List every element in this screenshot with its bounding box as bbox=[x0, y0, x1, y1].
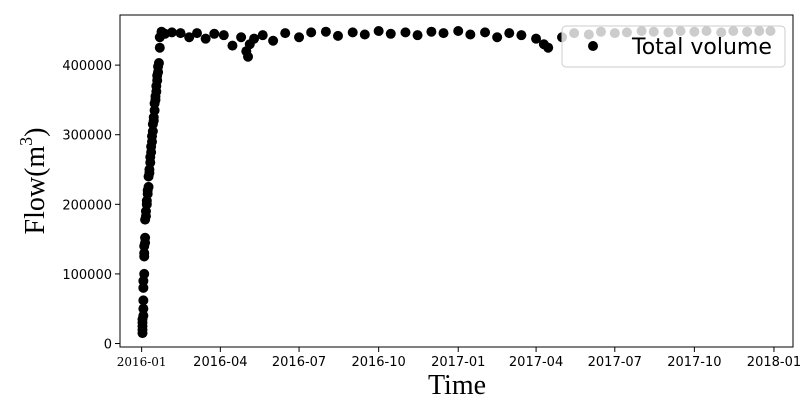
legend-marker bbox=[588, 41, 598, 51]
data-point bbox=[332, 30, 343, 41]
data-point bbox=[147, 126, 158, 137]
x-axis-title: Time bbox=[428, 370, 486, 400]
y-axis-title-close: ) bbox=[20, 127, 51, 136]
legend: Total volume bbox=[561, 25, 786, 68]
data-point bbox=[138, 282, 149, 293]
x-tick-label: 2017-01 bbox=[431, 355, 485, 370]
data-point bbox=[400, 27, 411, 38]
x-tick-label: 2017-04 bbox=[509, 355, 563, 370]
data-point bbox=[154, 42, 165, 53]
data-point bbox=[516, 30, 527, 41]
data-point bbox=[243, 51, 254, 62]
legend-box bbox=[561, 25, 786, 68]
x-tick-label: 2017-07 bbox=[588, 355, 642, 370]
data-point bbox=[218, 30, 229, 41]
data-point bbox=[138, 303, 149, 314]
data-point bbox=[209, 28, 220, 39]
y-tick-label: 300000 bbox=[62, 129, 112, 144]
data-point bbox=[359, 29, 370, 40]
data-point bbox=[143, 181, 154, 192]
data-point bbox=[412, 30, 423, 41]
data-point bbox=[306, 27, 317, 38]
data-point bbox=[385, 28, 396, 39]
data-point bbox=[249, 33, 260, 44]
data-point bbox=[200, 33, 211, 44]
data-point bbox=[426, 26, 437, 37]
data-point bbox=[175, 28, 186, 39]
data-point bbox=[320, 26, 331, 37]
x-axis-ticks: 2016-01 2016-04 2016-07 2016-10 2017-01 2017-… bbox=[117, 347, 800, 370]
legend-label: Total volume bbox=[631, 35, 772, 60]
data-point bbox=[153, 58, 164, 69]
y-tick-label: 400000 bbox=[62, 59, 112, 74]
y-tick-label: 0 bbox=[104, 338, 112, 353]
data-point bbox=[453, 26, 464, 37]
data-point bbox=[257, 30, 268, 41]
data-point bbox=[227, 40, 238, 51]
data-point bbox=[280, 28, 291, 39]
x-tick-label: 2017-10 bbox=[667, 355, 721, 370]
data-point bbox=[236, 32, 247, 43]
x-tick-label: 2016-04 bbox=[193, 355, 247, 370]
data-point bbox=[184, 32, 195, 43]
data-point bbox=[191, 28, 202, 39]
data-point bbox=[149, 105, 160, 116]
y-axis-title: Flow(m3) bbox=[16, 127, 51, 234]
x-tick-label: 2016-01 bbox=[117, 355, 167, 369]
data-point bbox=[140, 232, 151, 243]
data-point bbox=[268, 35, 279, 46]
y-axis-title-superscript: 3 bbox=[16, 137, 36, 146]
y-tick-label: 100000 bbox=[62, 268, 112, 283]
data-point bbox=[465, 29, 476, 40]
data-point bbox=[139, 248, 150, 259]
data-point bbox=[138, 310, 149, 321]
data-point bbox=[492, 32, 503, 43]
data-point bbox=[504, 28, 515, 39]
x-tick-label: 2016-07 bbox=[272, 355, 326, 370]
x-tick-label: 2018-01 bbox=[747, 355, 800, 370]
data-point bbox=[347, 27, 358, 38]
plot-frame bbox=[119, 14, 794, 348]
y-tick-label: 200000 bbox=[62, 198, 112, 213]
y-axis-ticks: 0 100000 200000 300000 400000 bbox=[62, 59, 120, 353]
data-point bbox=[480, 27, 491, 38]
data-point bbox=[373, 26, 384, 37]
data-point bbox=[139, 268, 150, 279]
data-point bbox=[294, 32, 305, 43]
scatter-points bbox=[137, 26, 776, 339]
data-point bbox=[531, 33, 542, 44]
data-point bbox=[138, 295, 149, 306]
data-point bbox=[438, 28, 449, 39]
x-tick-label: 2016-10 bbox=[351, 355, 405, 370]
data-point bbox=[543, 42, 554, 53]
y-axis-title-base: Flow(m bbox=[20, 146, 51, 235]
data-point bbox=[166, 27, 177, 38]
